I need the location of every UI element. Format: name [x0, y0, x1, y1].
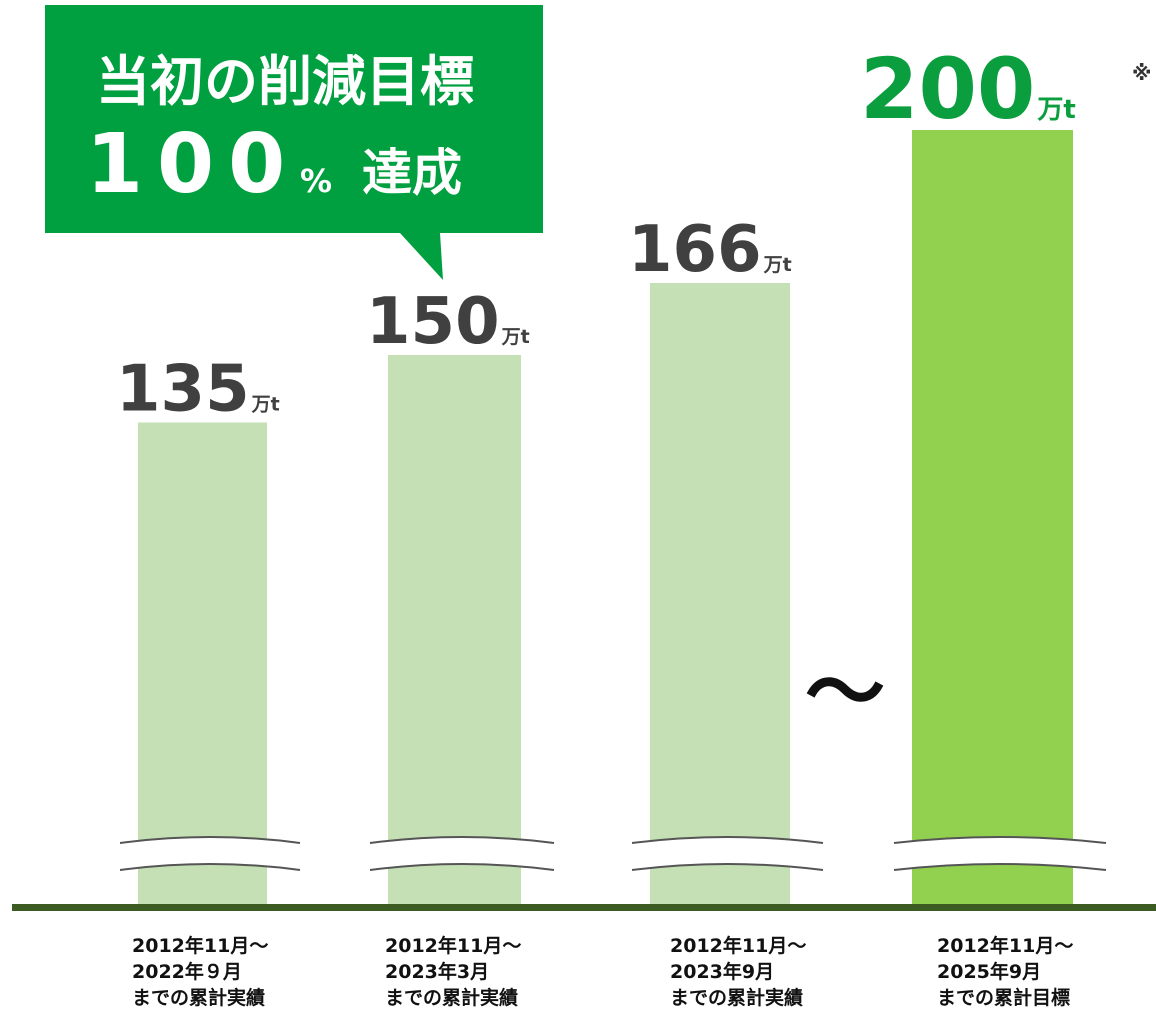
x-tick-label: 2023年3月 — [385, 960, 489, 983]
x-tick-label: までの累計実績 — [132, 986, 265, 1009]
axis-break — [120, 837, 300, 870]
axis-break-line — [119, 836, 301, 844]
bar — [650, 283, 790, 907]
axis-break-line — [119, 863, 301, 871]
axis-break — [894, 837, 1106, 870]
value-label: 200万t — [860, 40, 1076, 138]
callout-number: 100 — [86, 117, 299, 212]
value-label: 166 万t — [628, 213, 792, 287]
axis-break-line — [631, 836, 824, 844]
axis-break-line — [893, 836, 1107, 844]
axis-break-line — [631, 863, 824, 871]
value-label: 150 万t — [366, 285, 530, 359]
value-unit: 万t — [763, 254, 792, 276]
axis-break — [370, 837, 554, 870]
callout-percent: % — [300, 162, 332, 200]
value-number: 150 — [366, 285, 500, 359]
value-number: 166 — [628, 213, 762, 287]
axis-break — [632, 837, 823, 870]
callout-word: 達成 — [362, 144, 462, 202]
x-tick-label: 2023年9月 — [670, 960, 774, 983]
baseline — [12, 904, 1156, 911]
note-mark: ※ — [1132, 61, 1151, 85]
x-tick-label: 2012年11月〜 — [670, 934, 806, 957]
x-tick-label: 2022年９月 — [132, 960, 242, 983]
value-unit: 万t — [251, 394, 280, 416]
axis-break-line — [369, 863, 555, 871]
bar — [138, 422, 267, 907]
value-label: 135 万t — [116, 353, 280, 427]
bar — [388, 355, 521, 907]
x-tick-label: 2012年11月〜 — [132, 934, 268, 957]
callout-box — [45, 5, 543, 280]
value-number: 135 — [116, 353, 250, 427]
value-unit: 万t — [501, 326, 530, 348]
x-tick-label: 2012年11月〜 — [385, 934, 521, 957]
x-tick-label: までの累計目標 — [937, 986, 1070, 1009]
callout-line1: 当初の削減目標 — [96, 50, 474, 113]
value-unit: 万t — [1037, 95, 1075, 125]
axis-break-line — [369, 836, 555, 844]
tilde: 〜 — [805, 646, 885, 739]
x-tick-label: 2025年9月 — [937, 960, 1041, 983]
x-tick-label: 2012年11月〜 — [937, 934, 1073, 957]
axis-break-line — [893, 863, 1107, 871]
value-number: 200 — [860, 40, 1035, 138]
bar — [912, 130, 1073, 907]
x-tick-label: までの累計実績 — [385, 986, 518, 1009]
x-tick-label: までの累計実績 — [670, 986, 803, 1009]
